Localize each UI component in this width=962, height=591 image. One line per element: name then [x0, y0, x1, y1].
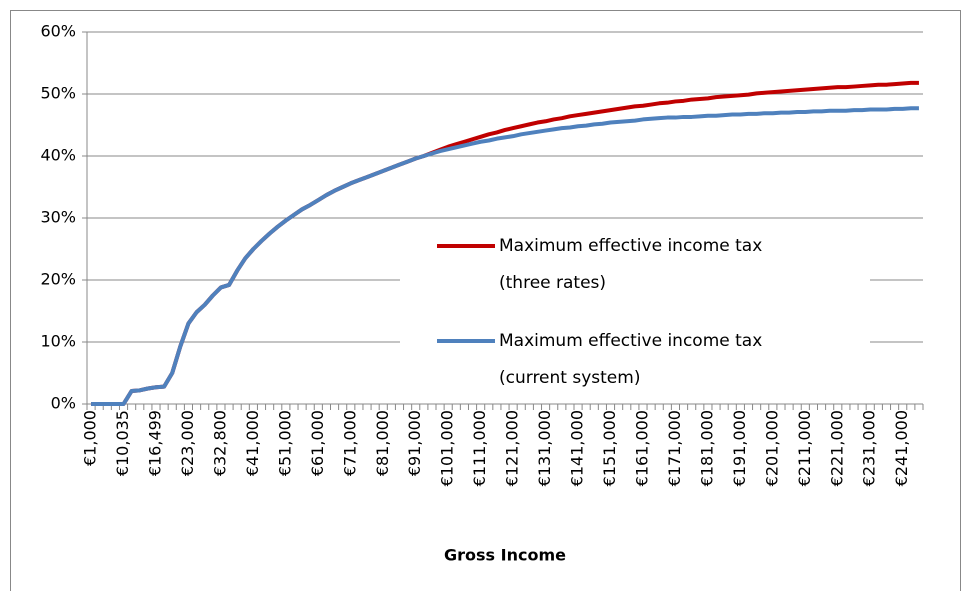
x-tick-label: €121,000 [503, 410, 522, 486]
x-tick-label: €61,000 [308, 410, 327, 476]
x-tick-label: €91,000 [405, 410, 424, 476]
x-tick-label: €241,000 [892, 410, 911, 486]
x-tick-label: €111,000 [470, 410, 489, 486]
x-tick-label: €23,000 [178, 410, 197, 476]
y-tick-label: 60% [40, 22, 76, 41]
x-tick-label: €1,000 [81, 410, 100, 466]
x-tick-label: €201,000 [762, 410, 781, 486]
x-tick-label: €171,000 [665, 410, 684, 486]
legend-label: Maximum effective income tax (three rate… [499, 236, 763, 293]
y-tick-label: 30% [40, 208, 76, 227]
x-axis-title: Gross Income [444, 546, 566, 565]
x-tick-label: €141,000 [568, 410, 587, 486]
x-tick-label: €10,035 [113, 410, 132, 476]
x-tick-label: €211,000 [795, 410, 814, 486]
x-tick-label: €131,000 [535, 410, 554, 486]
legend-label: Maximum effective income tax (current sy… [499, 331, 763, 388]
x-tick-label: €151,000 [600, 410, 619, 486]
x-tick-label: €221,000 [827, 410, 846, 486]
x-tick-label: €41,000 [243, 410, 262, 476]
legend-box [400, 225, 870, 393]
x-tick-label: €16,499 [145, 410, 164, 476]
y-tick-label: 50% [40, 84, 76, 103]
y-tick-label: 20% [40, 270, 76, 289]
x-tick-label: €51,000 [275, 410, 294, 476]
x-tick-label: €71,000 [340, 410, 359, 476]
x-tick-label: €81,000 [373, 410, 392, 476]
series-line [91, 106, 919, 406]
x-tick-label: €191,000 [730, 410, 749, 486]
x-tick-label: €161,000 [632, 410, 651, 486]
y-tick-label: 10% [40, 332, 76, 351]
x-tick-label: €181,000 [697, 410, 716, 486]
x-tick-label: €101,000 [438, 410, 457, 486]
y-tick-label: 40% [40, 146, 76, 165]
x-tick-label: €32,800 [210, 410, 229, 476]
y-tick-label: 0% [51, 394, 76, 413]
chart-border [10, 10, 961, 591]
x-tick-label: €231,000 [860, 410, 879, 486]
